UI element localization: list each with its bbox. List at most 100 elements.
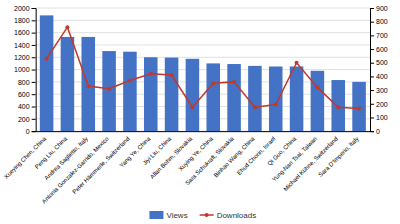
tick-mark (370, 49, 374, 50)
line-series (45, 25, 361, 110)
marker (170, 73, 174, 77)
tick-label: 400 (18, 103, 30, 110)
tick: Sara D'Imperio, Italy (317, 136, 360, 179)
bar (61, 37, 75, 131)
marker (128, 79, 132, 83)
marker (253, 105, 257, 109)
tick-label: 0 (26, 128, 30, 135)
tick-mark (32, 131, 36, 132)
tick: 700 (370, 32, 388, 39)
marker (357, 107, 361, 111)
x-axis-line (36, 131, 370, 132)
tick: 2000 (14, 5, 36, 12)
tick: 200 (18, 116, 36, 123)
y-axis: 0200400600800100012001400160018002000 (14, 5, 36, 135)
tick-mark (370, 35, 374, 36)
tick-label: 2000 (14, 5, 30, 12)
tick-label: 0 (376, 128, 380, 135)
marker (45, 57, 49, 61)
tick-mark (32, 20, 36, 21)
grid-line (36, 8, 370, 9)
tick-mark (370, 76, 374, 77)
tick-label: 600 (18, 91, 30, 98)
bar (248, 66, 262, 131)
tick: 0 (370, 128, 380, 135)
tick: 1400 (14, 42, 36, 49)
tick: 800 (18, 79, 36, 86)
tick: 0 (26, 128, 36, 135)
bar (311, 71, 325, 131)
tick-label: 200 (376, 101, 388, 108)
tick: 400 (370, 73, 388, 80)
x-axis: Xueying Chen, ChinaPeng Liu, ChinaAndrea… (3, 132, 370, 205)
marker (315, 85, 319, 89)
marker (190, 105, 194, 109)
tick: 600 (370, 46, 388, 53)
tick-label: 1400 (14, 42, 30, 49)
bar (206, 63, 220, 131)
tick-label: Sara D'Imperio, Italy (317, 136, 360, 179)
tick-mark (32, 33, 36, 34)
marker (86, 84, 90, 88)
tick-label: 500 (376, 59, 388, 66)
tick-mark (32, 94, 36, 95)
tick-label: 900 (376, 5, 388, 12)
legend-item: Views (149, 211, 187, 220)
tick-mark (370, 22, 374, 23)
tick-label: 100 (376, 114, 388, 121)
marker (274, 102, 278, 106)
tick-mark (370, 104, 374, 105)
marker (211, 81, 215, 85)
bar (227, 64, 241, 131)
tick-mark (370, 90, 374, 91)
tick-label: 1200 (14, 54, 30, 61)
grid-line (36, 20, 370, 21)
y2-axis-line (371, 9, 375, 132)
bar (290, 66, 304, 131)
y2-axis: 0100200300400500600700800900 (370, 5, 388, 135)
tick: 1600 (14, 29, 36, 36)
tick-mark (32, 107, 36, 108)
bar (123, 52, 137, 131)
legend-label: Downloads (217, 211, 257, 220)
tick-mark (32, 119, 36, 120)
tick-mark (370, 8, 374, 9)
bar (144, 57, 158, 131)
tick: 900 (370, 5, 388, 12)
bars (40, 15, 366, 131)
tick-label: 1600 (14, 29, 30, 36)
tick-mark (370, 131, 374, 132)
plot: 0200400600800100012001400160018002000010… (3, 5, 388, 205)
tick-mark (32, 82, 36, 83)
marks (40, 15, 366, 131)
tick-label: 800 (18, 79, 30, 86)
marker (295, 61, 299, 65)
tick-label: 800 (376, 18, 388, 25)
tick: Ehud Chorin, Israel (236, 136, 277, 177)
tick-label: 700 (376, 32, 388, 39)
tick-label: Xuying Ye, China (177, 135, 214, 172)
tick: 200 (370, 101, 388, 108)
tick-mark (370, 63, 374, 64)
bar (102, 51, 116, 131)
legend: Views Downloads (149, 211, 256, 220)
grid-line (36, 32, 370, 33)
bar (165, 58, 179, 132)
grid (36, 8, 370, 131)
legend-swatch (205, 213, 209, 217)
tick-mark (32, 57, 36, 58)
tick: 1200 (14, 54, 36, 61)
tick: 100 (370, 114, 388, 121)
tick-label: 400 (376, 73, 388, 80)
bar (352, 82, 366, 131)
marker (107, 87, 111, 91)
tick-label: 600 (376, 46, 388, 53)
tick-label: 1000 (14, 66, 30, 73)
marker (149, 72, 153, 76)
bar (269, 66, 283, 131)
tick: 500 (370, 59, 388, 66)
bar (331, 80, 345, 131)
tick-mark (32, 45, 36, 46)
tick: 400 (18, 103, 36, 110)
tick: 600 (18, 91, 36, 98)
